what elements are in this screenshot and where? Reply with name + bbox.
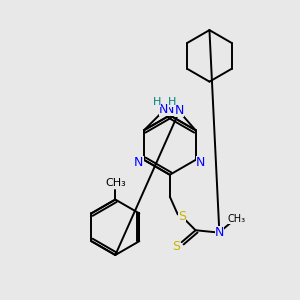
Text: S: S [172,240,180,253]
Text: N: N [159,103,169,116]
Text: CH₃: CH₃ [105,178,126,188]
Text: H: H [153,98,161,107]
Text: N: N [196,156,206,170]
Text: N: N [134,156,144,170]
Text: N: N [175,104,184,117]
Text: S: S [178,210,186,223]
Text: H: H [168,98,176,107]
Text: N: N [215,226,224,239]
Text: CH₃: CH₃ [227,214,245,224]
Text: N: N [165,103,175,116]
Text: H: H [168,98,176,107]
